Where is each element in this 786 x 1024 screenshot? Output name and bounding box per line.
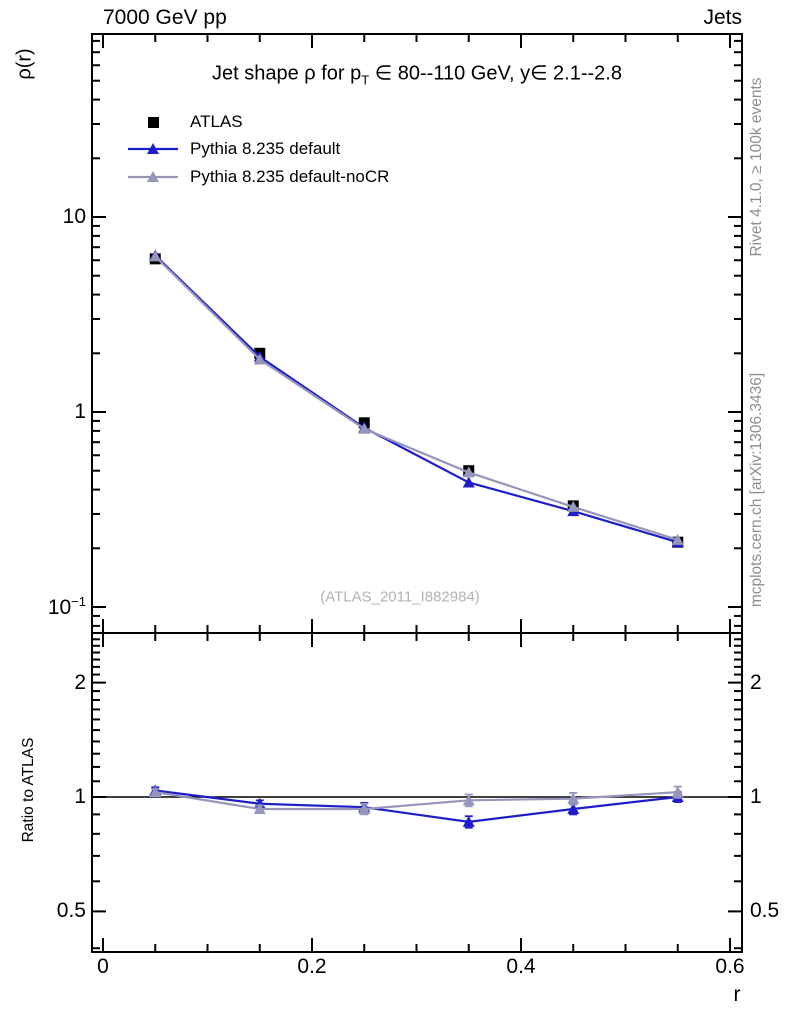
legend-item-pythia-default: Pythia 8.235 default <box>128 139 340 159</box>
series-pythia-8-235-default-nocr-marker <box>462 466 475 478</box>
series-pythia-8-235-default-nocr-marker <box>567 500 580 512</box>
plot-title-pre: Jet shape ρ for p <box>212 62 362 85</box>
legend-label-pythia-nocr: Pythia 8.235 default-noCR <box>190 167 390 186</box>
ratio-y-tick-label-left: 1 <box>74 785 86 808</box>
main-y-tick-label: 10−1 <box>47 594 86 619</box>
x-tick-label: 0.4 <box>506 955 536 978</box>
series-pythia-8-235-default-marker <box>462 815 475 827</box>
watermark-label: (ATLAS_2011_I882984) <box>320 588 480 606</box>
main-y-tick-label: 10 <box>62 205 86 228</box>
series-pythia-8-235-default-nocr-marker <box>358 802 371 814</box>
series-pythia-8-235-default-marker <box>567 802 580 814</box>
series-pythia-8-235-default-line <box>155 789 678 824</box>
series-pythia-8-235-default-nocr-marker <box>462 794 475 806</box>
plot-title-subscript: T <box>361 72 370 88</box>
plot-title: Jet shape ρ for pT ∈ 80--110 GeV, y∈ 2.1… <box>212 61 622 88</box>
ratio-y-tick-label-right: 2 <box>750 670 762 694</box>
legend-label-atlas: ATLAS <box>190 112 243 131</box>
legend-item-atlas: ATLAS <box>128 112 243 132</box>
series-pythia-8-235-default-line <box>154 254 679 544</box>
series-pythia-8-235-default-nocr-line <box>155 791 678 811</box>
x-tick-label: 0.2 <box>297 955 327 978</box>
main-y-tick-label: 1 <box>74 400 86 423</box>
ratio-y-tick-label-right: 1 <box>750 785 762 808</box>
series-pythia-8-235-default-nocr-marker <box>253 802 266 814</box>
analysis-group-label: Jets <box>703 6 742 29</box>
pythia-default-triangle-marker-icon <box>128 143 178 154</box>
series-pythia-8-235-default-nocr-marker <box>358 422 371 434</box>
series-pythia-8-235-default-marker <box>462 476 475 488</box>
pythia-nocr-triangle-marker-icon <box>128 171 178 182</box>
series-pythia-8-235-default-nocr-marker <box>567 792 580 804</box>
beam-info-label: 7000 GeV pp <box>103 6 227 29</box>
ratio-y-tick-label-left: 0.5 <box>56 899 86 923</box>
series-pythia-8-235-default-nocr-marker <box>671 533 684 545</box>
ratio-y-tick-label-right: 0.5 <box>750 899 780 923</box>
series-pythia-8-235-default-nocr-marker <box>149 250 162 262</box>
atlas-square-marker-icon <box>148 117 159 128</box>
series-pythia-8-235-default-nocr-marker <box>149 786 162 798</box>
x-tick-label: 0.6 <box>715 955 745 978</box>
legend-label-pythia-default: Pythia 8.235 default <box>190 139 341 158</box>
x-tick-label: 0 <box>97 955 109 978</box>
ratio-panel-frame <box>91 632 743 953</box>
series-pythia-8-235-default-nocr-marker <box>671 786 684 798</box>
series-pythia-8-235-default-nocr-line <box>154 255 679 541</box>
ratio-y-tick-label-left: 2 <box>74 670 86 694</box>
series-pythia-8-235-default-nocr-marker <box>253 353 266 365</box>
legend-item-pythia-default-nocr: Pythia 8.235 default-noCR <box>128 167 389 187</box>
x-axis-title: r <box>733 983 741 1006</box>
plot-title-post: ∈ 80--110 GeV, y∈ 2.1--2.8 <box>369 62 622 85</box>
